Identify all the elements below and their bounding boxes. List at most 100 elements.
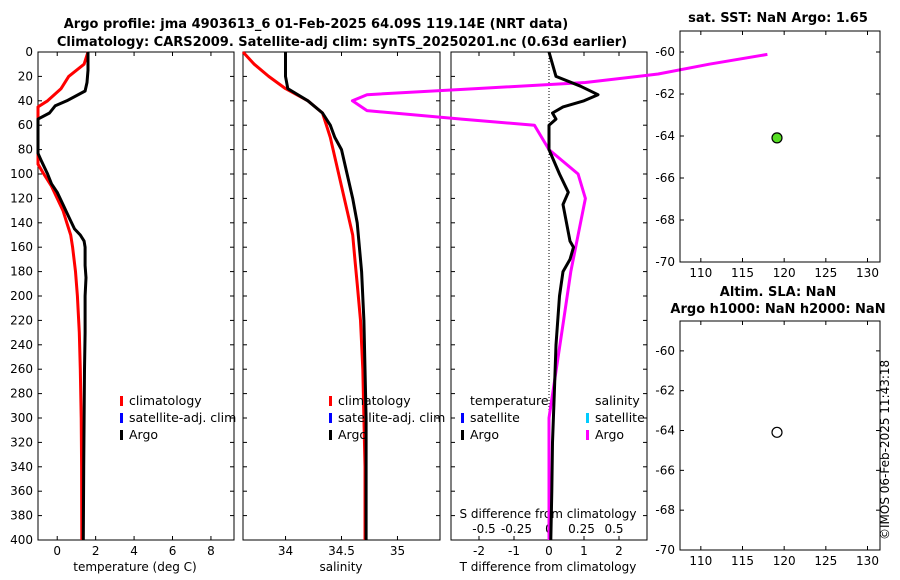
sla-ytick-label: -70 [655,543,675,557]
diff-legend-temp-title: temperature [470,393,549,408]
title-line-2: Climatology: CARS2009. Satellite-adj cli… [57,35,627,50]
sst-frame [679,30,881,263]
temp-legend-satellite-label: satellite-adj. clim [129,410,236,425]
sst-xtick-label: 125 [814,266,837,280]
sal-legend-argo-label: Argo [338,427,367,442]
sst-xtick-label: 115 [731,266,754,280]
temp-xtick-label: 2 [92,544,100,558]
sal-xtick-label: 35 [390,544,405,558]
title-line-1: Argo profile: jma 4903613_6 01-Feb-2025 … [64,17,569,32]
sst-ytick-label: -66 [655,171,675,185]
sal-legend-satellite-swatch [329,413,332,423]
diff-legend-sal-satellite-swatch [586,413,589,423]
depth-tick-label: 300 [10,411,33,425]
timestamp-watermark: ©IMOS 06-Feb-2025 11:43:18 [878,360,892,540]
diff-legend-temp-satellite-swatch [461,413,464,423]
depth-tick-label: 380 [10,509,33,523]
temp-xtick-label: 4 [130,544,138,558]
diff-temperature-line [547,51,600,541]
depth-tick-label: 340 [10,460,33,474]
temp-argo-line [36,52,90,541]
diff-s-tick-label: -0.25 [501,522,532,536]
diff-legend-sal-argo-label: Argo [595,427,624,442]
diff-xtick-label: 0 [545,544,553,558]
sst-ytick-label: -64 [655,129,675,143]
sst-float-marker [771,132,783,144]
depth-tick-label: 200 [10,289,33,303]
depth-tick-label: 360 [10,484,33,498]
diff-s-tick-label: -0.5 [472,522,495,536]
sst-ytick-label: -68 [655,213,675,227]
diff-xtick-label: -1 [508,544,520,558]
diff-xtick-label: 1 [580,544,588,558]
depth-tick-label: 20 [18,69,33,83]
sst-panel-title: sat. SST: NaN Argo: 1.65 [688,11,868,26]
diff-xtick-label: 2 [615,544,623,558]
temp-climatology-line [36,51,90,541]
sla-ytick-label: -60 [655,344,675,358]
depth-tick-label: 100 [10,167,33,181]
sla-ytick-label: -62 [655,384,675,398]
sal-xtick-label: 34 [278,544,293,558]
depth-tick-label: 60 [18,118,33,132]
sal-argo-line [284,52,368,540]
sal-legend-climatology-label: climatology [338,393,411,408]
diff-salinity-line [350,52,768,540]
sst-ytick-label: -70 [655,255,675,269]
temp-xtick-label: 8 [207,544,215,558]
diff-legend-temp-argo-label: Argo [470,427,499,442]
temp-legend-climatology-label: climatology [129,393,202,408]
sla-float-marker [771,426,783,438]
temp-frame [37,51,235,541]
depth-tick-label: 180 [10,265,33,279]
diff-s-tick-label: 0.5 [604,522,623,536]
sla-xtick-label: 125 [814,554,837,568]
diff-xtick-label: -2 [473,544,485,558]
sal-legend-argo-swatch [329,430,332,440]
diff-s-tick-label: 0.25 [568,522,595,536]
sst-ytick-label: -60 [655,45,675,59]
depth-tick-label: 0 [25,45,33,59]
diff-legend-sal-title: salinity [595,393,640,408]
depth-tick-label: 120 [10,191,33,205]
sal-legend-satellite-label: satellite-adj. clim [338,410,445,425]
sla-panel-title-2: Argo h1000: NaN h2000: NaN [670,302,885,317]
sla-xtick-label: 120 [773,554,796,568]
sal-legend-climatology-swatch [329,396,332,406]
sla-ytick-label: -66 [655,463,675,477]
temp-legend-argo-swatch [120,430,123,440]
depth-tick-label: 140 [10,216,33,230]
sal-xlabel: salinity [319,560,362,574]
depth-tick-label: 240 [10,338,33,352]
temp-xlabel: temperature (deg C) [73,560,196,574]
sla-panel-title-1: Altim. SLA: NaN [720,285,836,300]
sst-xtick-label: 110 [689,266,712,280]
temp-xtick-label: 6 [169,544,177,558]
depth-tick-label: 320 [10,435,33,449]
sst-xtick-label: 120 [773,266,796,280]
sst-ytick-label: -62 [655,87,675,101]
diff-legend-sal-argo-swatch [586,430,589,440]
sla-ytick-label: -64 [655,424,675,438]
diff-legend-temp-argo-swatch [461,430,464,440]
diff-legend-sal-satellite-label: satellite [595,410,645,425]
sla-ytick-label: -68 [655,503,675,517]
diff-xlabel: T difference from climatology [459,560,637,574]
temp-legend-argo-label: Argo [129,427,158,442]
sla-frame [679,320,881,551]
temp-xtick-label: 0 [53,544,61,558]
sal-frame [242,51,441,541]
depth-tick-label: 40 [18,94,33,108]
depth-tick-label: 160 [10,240,33,254]
temp-legend-satellite-swatch [120,413,123,423]
sst-xtick-label: 130 [856,266,879,280]
depth-tick-label: 220 [10,313,33,327]
depth-tick-label: 260 [10,362,33,376]
depth-tick-label: 80 [18,143,33,157]
sla-xtick-label: 110 [689,554,712,568]
depth-tick-label: 400 [10,533,33,547]
depth-tick-label: 280 [10,387,33,401]
sal-xtick-label: 34.5 [328,544,355,558]
temp-legend-climatology-swatch [120,396,123,406]
